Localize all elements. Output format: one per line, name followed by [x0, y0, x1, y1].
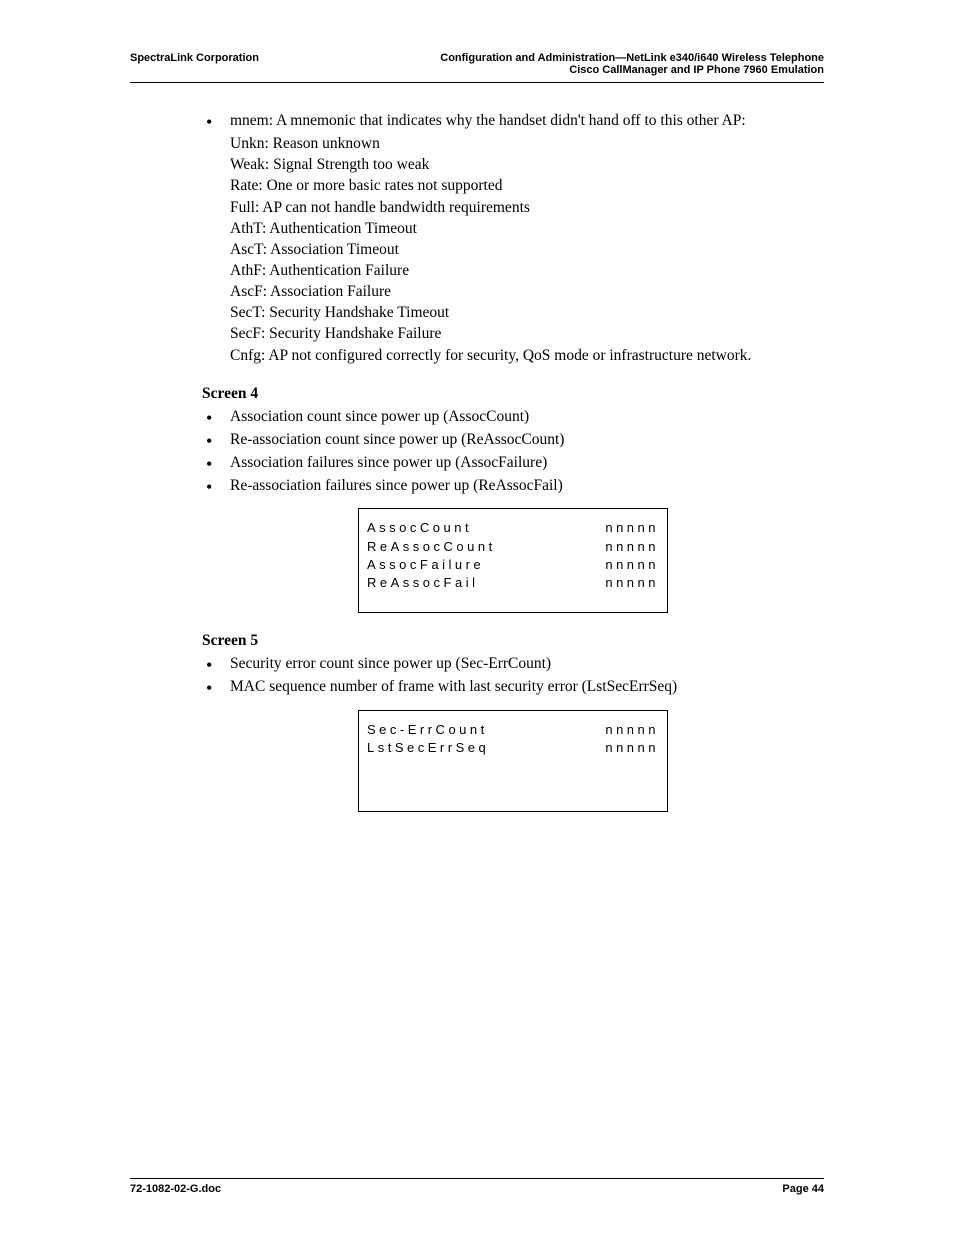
display-label: AssocCount — [367, 519, 472, 537]
display-value: nnnnn — [605, 519, 659, 537]
screen4-display: AssocCount nnnnn ReAssocCount nnnnn AssocF… — [358, 508, 668, 613]
display-label: ReAssocCount — [367, 538, 496, 556]
list-item-text: Re-association failures since power up (… — [230, 477, 563, 494]
display-row: AssocFailure nnnnn — [367, 556, 659, 574]
mnem-intro: mnem: A mnemonic that indicates why the … — [230, 112, 746, 129]
header-right: Configuration and Administration—NetLink… — [440, 52, 824, 76]
list-item-text: Association failures since power up (Ass… — [230, 454, 547, 471]
page-content: mnem: A mnemonic that indicates why the … — [130, 83, 824, 812]
page-header: SpectraLink Corporation Configuration an… — [130, 52, 824, 83]
header-left: SpectraLink Corporation — [130, 52, 259, 76]
mnem-line: AthT: Authentication Timeout — [230, 219, 824, 239]
mnem-line: Weak: Signal Strength too weak — [230, 155, 824, 175]
footer-left: 72-1082-02-G.doc — [130, 1183, 221, 1195]
display-row: ReAssocFail nnnnn — [367, 574, 659, 592]
display-value: nnnnn — [605, 556, 659, 574]
display-label: Sec-ErrCount — [367, 721, 488, 739]
list-item: Association count since power up (AssocC… — [202, 407, 824, 427]
display-label: ReAssocFail — [367, 574, 478, 592]
mnem-line: AscF: Association Failure — [230, 282, 824, 302]
display-value: nnnnn — [605, 574, 659, 592]
mnem-line: Rate: One or more basic rates not suppor… — [230, 176, 824, 196]
display-row: Sec-ErrCount nnnnn — [367, 721, 659, 739]
list-item: Re-association count since power up (ReA… — [202, 430, 824, 450]
list-item-text: Re-association count since power up (ReA… — [230, 431, 564, 448]
display-row: AssocCount nnnnn — [367, 519, 659, 537]
list-item: Association failures since power up (Ass… — [202, 453, 824, 473]
mnem-line: Unkn: Reason unknown — [230, 134, 824, 154]
screen4-list: Association count since power up (AssocC… — [202, 407, 824, 497]
mnem-line: AthF: Authentication Failure — [230, 261, 824, 281]
list-item: MAC sequence number of frame with last s… — [202, 677, 824, 697]
mnem-line: Full: AP can not handle bandwidth requir… — [230, 198, 824, 218]
header-right-line1: Configuration and Administration—NetLink… — [440, 52, 824, 64]
display-label: AssocFailure — [367, 556, 484, 574]
display-value: nnnnn — [605, 538, 659, 556]
list-item-text: Security error count since power up (Sec… — [230, 655, 551, 672]
header-right-line2: Cisco CallManager and IP Phone 7960 Emul… — [440, 64, 824, 76]
mnem-line: SecT: Security Handshake Timeout — [230, 303, 824, 323]
mnem-item: mnem: A mnemonic that indicates why the … — [202, 111, 824, 131]
screen4-title: Screen 4 — [202, 384, 824, 404]
list-item: Security error count since power up (Sec… — [202, 654, 824, 674]
mnem-line: AscT: Association Timeout — [230, 240, 824, 260]
screen5-display: Sec-ErrCount nnnnn LstSecErrSeq nnnnn — [358, 710, 668, 812]
footer-right: Page 44 — [782, 1183, 824, 1195]
display-value: nnnnn — [605, 721, 659, 739]
display-value: nnnnn — [605, 739, 659, 757]
list-item-text: Association count since power up (AssocC… — [230, 408, 529, 425]
screen5-list: Security error count since power up (Sec… — [202, 654, 824, 697]
display-label: LstSecErrSeq — [367, 739, 489, 757]
list-item-text: MAC sequence number of frame with last s… — [230, 678, 677, 695]
display-row: ReAssocCount nnnnn — [367, 538, 659, 556]
mnem-sublines: Unkn: Reason unknown Weak: Signal Streng… — [202, 134, 824, 366]
screen5-title: Screen 5 — [202, 631, 824, 651]
mnem-list: mnem: A mnemonic that indicates why the … — [202, 111, 824, 131]
display-row: LstSecErrSeq nnnnn — [367, 739, 659, 757]
list-item: Re-association failures since power up (… — [202, 476, 824, 496]
page-footer: 72-1082-02-G.doc Page 44 — [130, 1178, 824, 1195]
mnem-line: SecF: Security Handshake Failure — [230, 324, 824, 344]
mnem-line: Cnfg: AP not configured correctly for se… — [230, 346, 824, 366]
